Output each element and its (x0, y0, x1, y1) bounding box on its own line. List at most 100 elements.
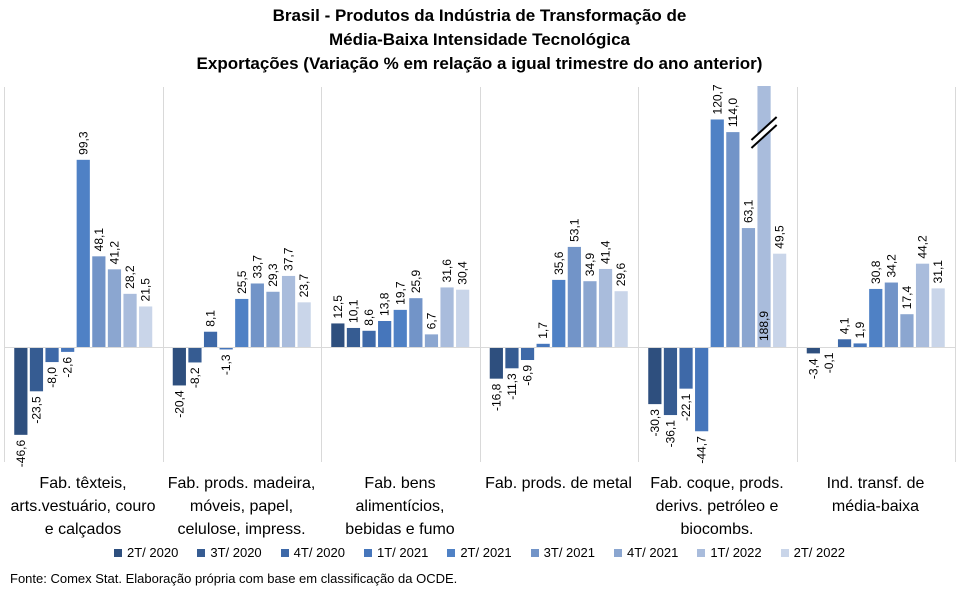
bar (203, 331, 218, 347)
bar (123, 293, 137, 347)
legend-item: 3T/ 2021 (530, 545, 595, 560)
category-label-line: arts.vestuário, couro (10, 498, 156, 515)
data-label: 114,0 (726, 98, 740, 127)
legend-swatch (197, 548, 206, 557)
bar (583, 281, 597, 347)
bar (679, 347, 693, 389)
legend-label: 2T/ 2020 (127, 545, 179, 560)
data-label: 1,7 (536, 322, 550, 339)
data-label: 1,9 (853, 321, 867, 338)
category-label-line: biocombs. (680, 521, 754, 538)
axis-break-gap (751, 117, 777, 148)
data-label: -20,4 (172, 390, 186, 418)
data-label: 10,1 (346, 299, 360, 323)
bar (757, 86, 771, 347)
data-label: -2,6 (61, 357, 75, 378)
bar (92, 256, 106, 347)
data-label: -8,2 (188, 367, 202, 388)
legend-item: 2T/ 2020 (114, 545, 178, 560)
bar (76, 159, 90, 347)
legend-label: 4T/ 2021 (626, 545, 679, 560)
legend-label: 1T/ 2022 (710, 545, 762, 560)
bar (139, 306, 153, 347)
data-label: 8,6 (362, 309, 376, 326)
data-label: 63,1 (741, 199, 755, 223)
axis-break-mark (750, 124, 778, 149)
legend-swatch (114, 548, 123, 557)
bar (598, 268, 613, 347)
bar (393, 309, 407, 347)
data-label: 34,2 (884, 254, 898, 278)
data-label: 28,2 (123, 265, 137, 289)
data-label: 120,7 (710, 84, 724, 114)
legend-item: 3T/ 2020 (197, 545, 262, 560)
data-label: -44,7 (695, 436, 709, 464)
legend-label: 2T/ 2021 (460, 545, 512, 560)
bar (726, 132, 740, 347)
bar (710, 119, 724, 347)
bar (456, 289, 470, 347)
bar (362, 330, 376, 347)
bar (61, 347, 75, 352)
data-label: 29,3 (266, 263, 280, 287)
bar (45, 347, 59, 363)
bar (663, 347, 678, 416)
bar (14, 347, 28, 435)
data-label: -3,4 (806, 358, 820, 379)
bar (695, 347, 709, 432)
category-label-line: derivs. petróleo e (655, 498, 779, 515)
category-label: Fab. prods. madeira, móveis, papel, celulo… (163, 472, 321, 541)
data-label: 13,8 (378, 292, 392, 316)
bar (505, 347, 519, 369)
bar (614, 291, 628, 347)
category-label-line: alimentícios, (355, 498, 445, 515)
data-label: -8,0 (45, 367, 59, 388)
data-label: 44,2 (916, 235, 930, 259)
bar (297, 302, 311, 347)
bar (884, 282, 898, 347)
bar (520, 347, 535, 361)
bar (741, 228, 756, 347)
data-label: 35,6 (552, 251, 566, 275)
data-label: -0,1 (822, 352, 836, 373)
bar (648, 347, 662, 405)
bar (235, 298, 249, 347)
category-label-line: Fab. têxteis, (39, 475, 127, 492)
data-label: 31,1 (931, 260, 945, 284)
category-label: Fab. bens alimentícios, bebidas e fumo (321, 472, 479, 541)
category-label: Fab. têxteis, arts.vestuário, couro e calç… (4, 472, 162, 541)
data-label: -1,3 (219, 354, 233, 375)
data-label: 99,3 (76, 131, 90, 155)
legend-swatch (530, 548, 539, 557)
bar (853, 343, 867, 347)
category-label-line: média-baixa (831, 498, 920, 515)
category-label: Ind. transf. de média-baixa (797, 472, 955, 518)
data-label: 12,5 (331, 295, 345, 319)
category-label-line: celulose, impress. (177, 521, 306, 538)
bar (773, 253, 787, 347)
data-label: -30,3 (648, 409, 662, 437)
legend-swatch (280, 548, 289, 557)
legend-item: 4T/ 2021 (613, 545, 679, 560)
data-label: 31,6 (440, 259, 454, 283)
bar (331, 323, 345, 347)
data-label: 25,9 (409, 269, 423, 293)
data-label: -46,6 (14, 440, 28, 468)
bar (172, 347, 186, 386)
data-label: 37,7 (282, 247, 296, 271)
data-label: 29,6 (614, 263, 628, 287)
legend-item: 1T/ 2022 (697, 545, 762, 560)
category-label-line: Fab. prods. madeira, (167, 475, 316, 492)
bar (931, 288, 945, 347)
data-label: 34,9 (583, 253, 597, 277)
bar (900, 314, 914, 347)
legend-item: 1T/ 2021 (364, 545, 428, 560)
bar (378, 320, 392, 347)
bar (29, 347, 44, 392)
legend: 2T/ 2020 3T/ 2020 4T/ 2020 1T/ 2021 2T/ 2021… (0, 545, 959, 560)
bar (837, 339, 852, 347)
legend-item: 2T/ 2021 (447, 545, 512, 560)
legend-item: 4T/ 2020 (280, 545, 345, 560)
bar (188, 347, 202, 363)
data-label: -16,8 (489, 383, 503, 411)
